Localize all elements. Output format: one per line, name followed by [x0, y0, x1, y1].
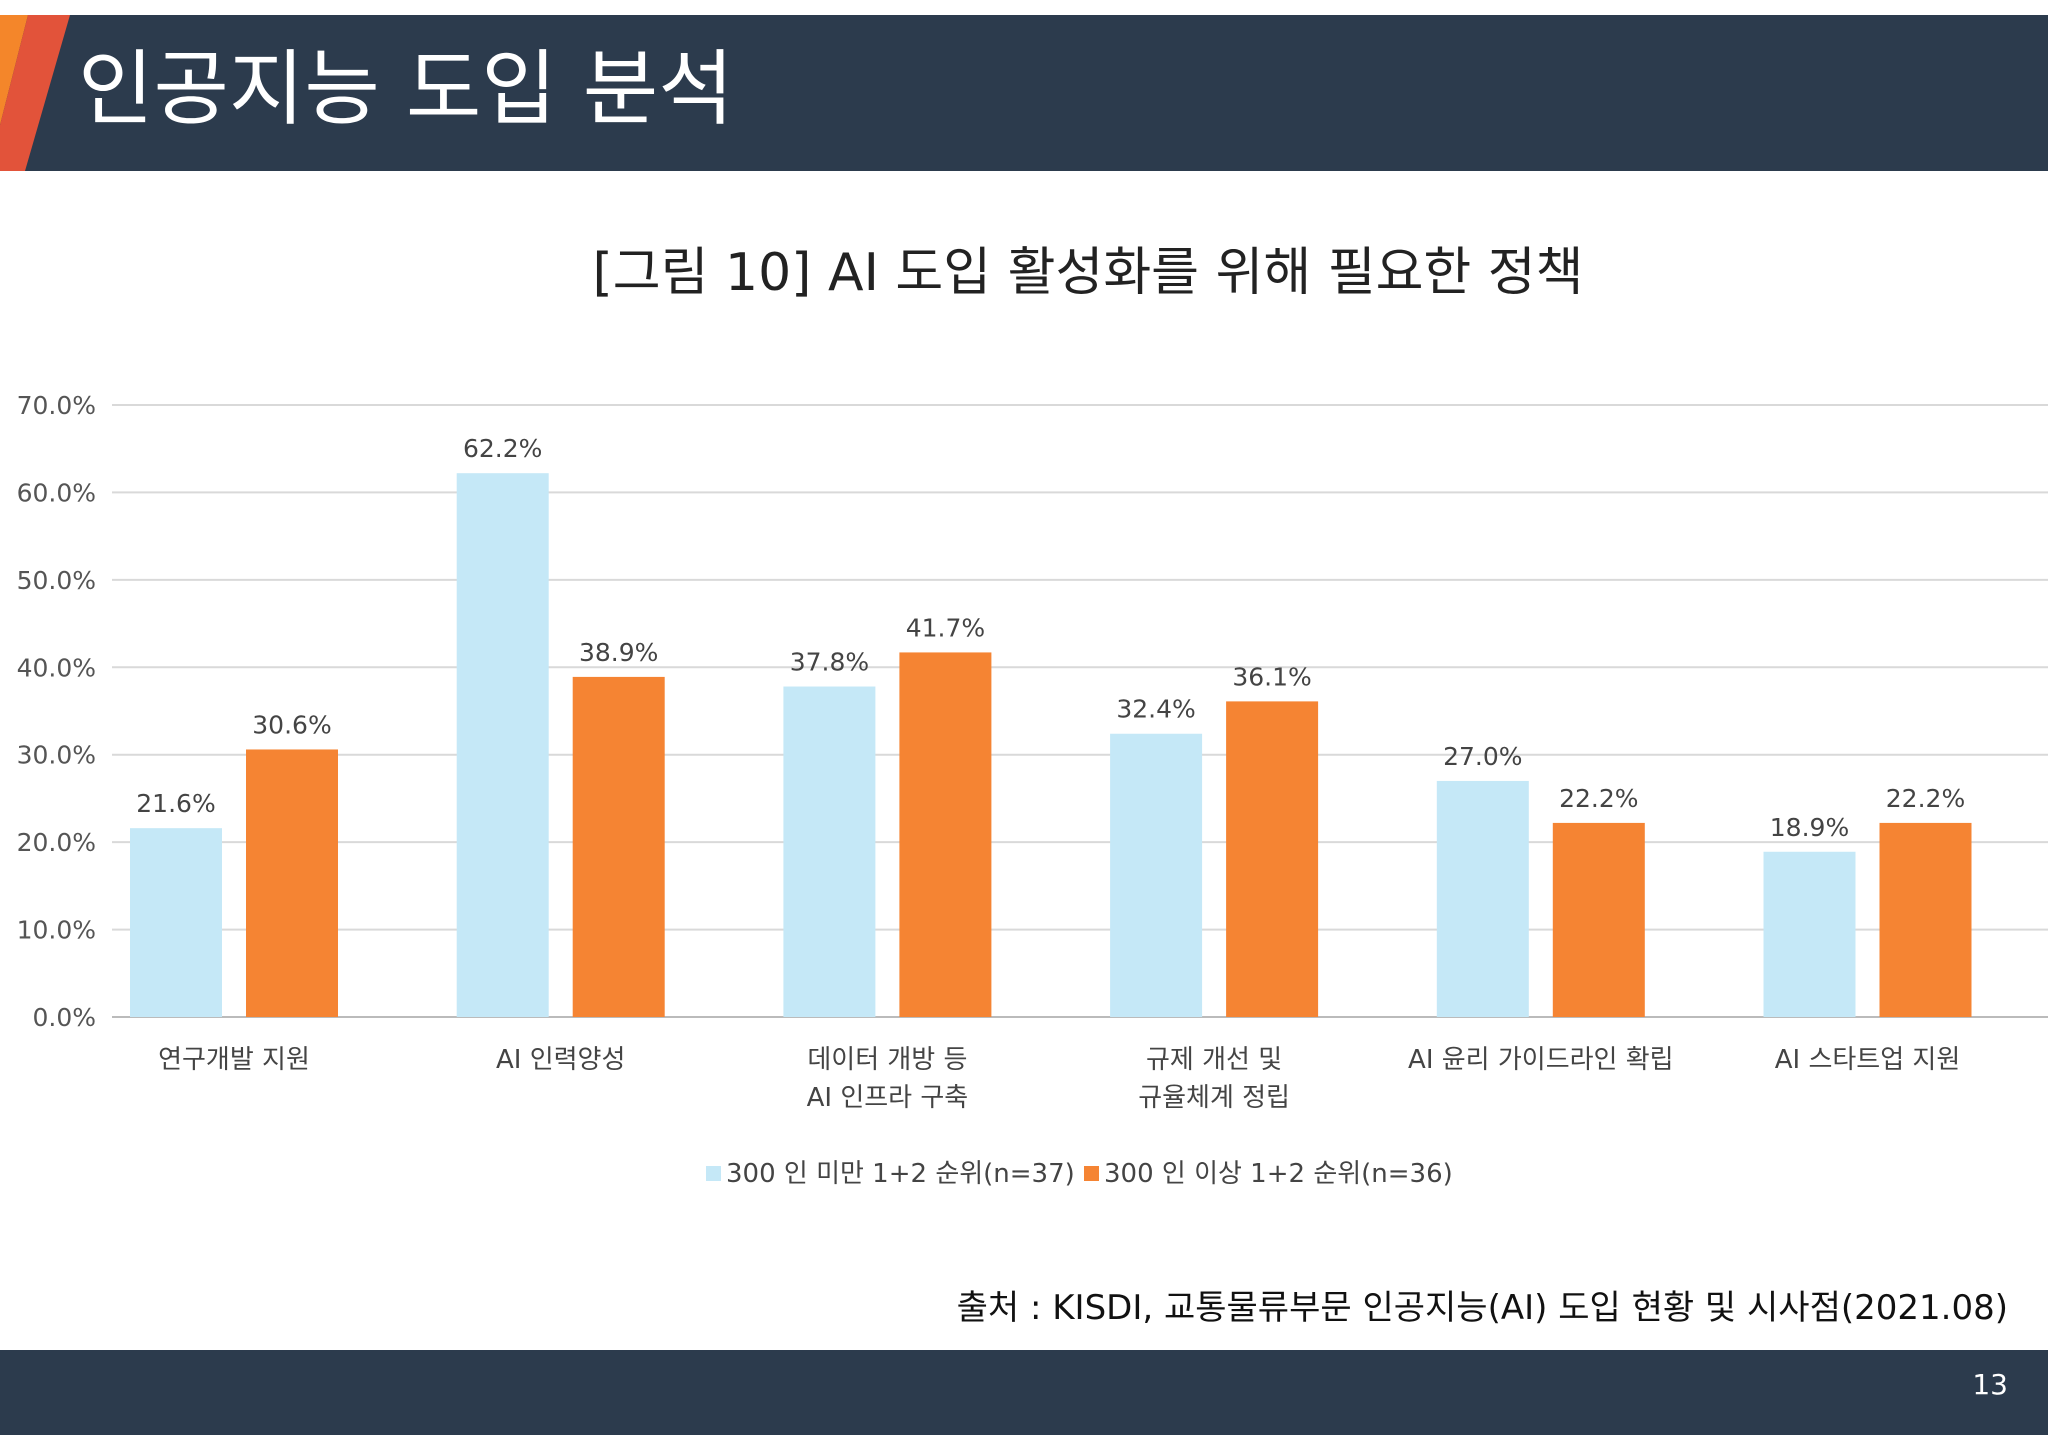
- bar-chart: [그림 10] AI 도입 활성화를 위해 필요한 정책 0.0% 10.0% 20.…: [17, 243, 2048, 1189]
- y-tick-label: 30.0%: [17, 741, 96, 770]
- category-label: AI 인력양성: [496, 1045, 625, 1075]
- bar-under-300: [1436, 780, 1529, 1017]
- y-tick-label: 0.0%: [32, 1003, 96, 1032]
- y-tick-label: 70.0%: [17, 391, 96, 420]
- category-label: AI 스타트업 지원: [1775, 1045, 1961, 1075]
- data-label: 22.2%: [1886, 784, 1965, 813]
- data-label: 32.4%: [1116, 695, 1195, 724]
- bar-under-300: [456, 473, 549, 1017]
- title-bar: [0, 15, 2048, 171]
- footer-bar: [0, 1350, 2048, 1435]
- slide-title: 인공지능 도입 분석: [78, 42, 734, 137]
- legend-label: 300 인 이상 1+2 순위(n=36): [1104, 1159, 1453, 1189]
- data-label: 41.7%: [906, 613, 985, 642]
- bar-over-300: [899, 652, 992, 1017]
- bar-over-300: [1226, 701, 1319, 1017]
- category-label: 연구개발 지원: [158, 1045, 310, 1075]
- bar-under-300: [130, 828, 222, 1017]
- data-label: 37.8%: [790, 648, 869, 677]
- y-tick-label: 40.0%: [17, 653, 96, 682]
- data-label: 18.9%: [1770, 813, 1849, 842]
- category-label: AI 인프라 구축: [807, 1083, 969, 1113]
- accent-red-stripe: [0, 15, 70, 171]
- y-tick-label: 50.0%: [17, 566, 96, 595]
- page-number: 13: [1972, 1368, 2008, 1401]
- data-label: 62.2%: [463, 434, 542, 463]
- data-label: 27.0%: [1443, 742, 1522, 771]
- bar-over-300: [246, 749, 338, 1017]
- title-accent-shape: [0, 15, 70, 171]
- category-label: 데이터 개방 등: [807, 1045, 967, 1075]
- y-tick-label: 10.0%: [17, 916, 96, 945]
- data-label: 36.1%: [1232, 662, 1311, 691]
- data-label: 22.2%: [1559, 784, 1638, 813]
- category-label: 규제 개선 및: [1146, 1045, 1282, 1075]
- category-label: 규율체계 정립: [1138, 1083, 1290, 1113]
- bar-over-300: [572, 676, 665, 1017]
- legend-swatch: [706, 1166, 721, 1181]
- data-label: 38.9%: [579, 638, 658, 667]
- data-label: 30.6%: [252, 710, 331, 739]
- y-tick-label: 60.0%: [17, 478, 96, 507]
- bar-under-300: [783, 686, 876, 1017]
- bar-under-300: [1763, 851, 1856, 1017]
- source-citation: 출처 : KISDI, 교통물류부문 인공지능(AI) 도입 현황 및 시사점(…: [956, 1288, 2008, 1328]
- legend-label: 300 인 미만 1+2 순위(n=37): [726, 1159, 1075, 1189]
- legend-swatch: [1084, 1166, 1099, 1181]
- bar-under-300: [1110, 733, 1203, 1017]
- data-label: 21.6%: [136, 789, 215, 818]
- chart-title: [그림 10] AI 도입 활성화를 위해 필요한 정책: [593, 243, 1584, 303]
- y-tick-label: 20.0%: [17, 828, 96, 857]
- category-label: AI 윤리 가이드라인 확립: [1408, 1045, 1674, 1075]
- bar-over-300: [1879, 822, 1972, 1017]
- bar-over-300: [1552, 822, 1645, 1017]
